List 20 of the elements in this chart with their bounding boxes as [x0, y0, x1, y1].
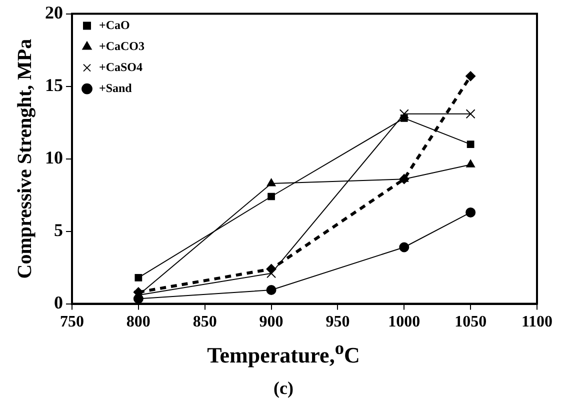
legend-label: +CaCO3 [99, 38, 145, 53]
x-tick-label: 850 [192, 314, 217, 331]
x-tick-label: 750 [60, 314, 84, 331]
x-axis-title: Temperature,$^{o}$C [206, 338, 361, 368]
x-tick-label: 950 [326, 314, 350, 331]
y-tick-label: 0 [54, 292, 63, 312]
legend-label: +CaSO4 [99, 60, 143, 74]
y-axis-title: Compressive Strenght, MPa [14, 38, 36, 279]
x-tick-label: 1000 [388, 314, 420, 331]
y-tick-label: 5 [54, 220, 63, 240]
y-tick-label: 20 [45, 2, 63, 22]
legend-label: +CaO [99, 18, 130, 32]
x-tick-label: 1050 [454, 314, 487, 331]
x-tick-label: 1100 [521, 314, 553, 331]
x-tick-label: 800 [126, 314, 150, 331]
legend-label: +Sand [99, 80, 132, 95]
y-tick-label: 15 [45, 74, 63, 95]
y-tick-label: 10 [45, 147, 63, 168]
x-tick-label: 900 [259, 314, 284, 331]
text: (c) [272, 378, 294, 399]
